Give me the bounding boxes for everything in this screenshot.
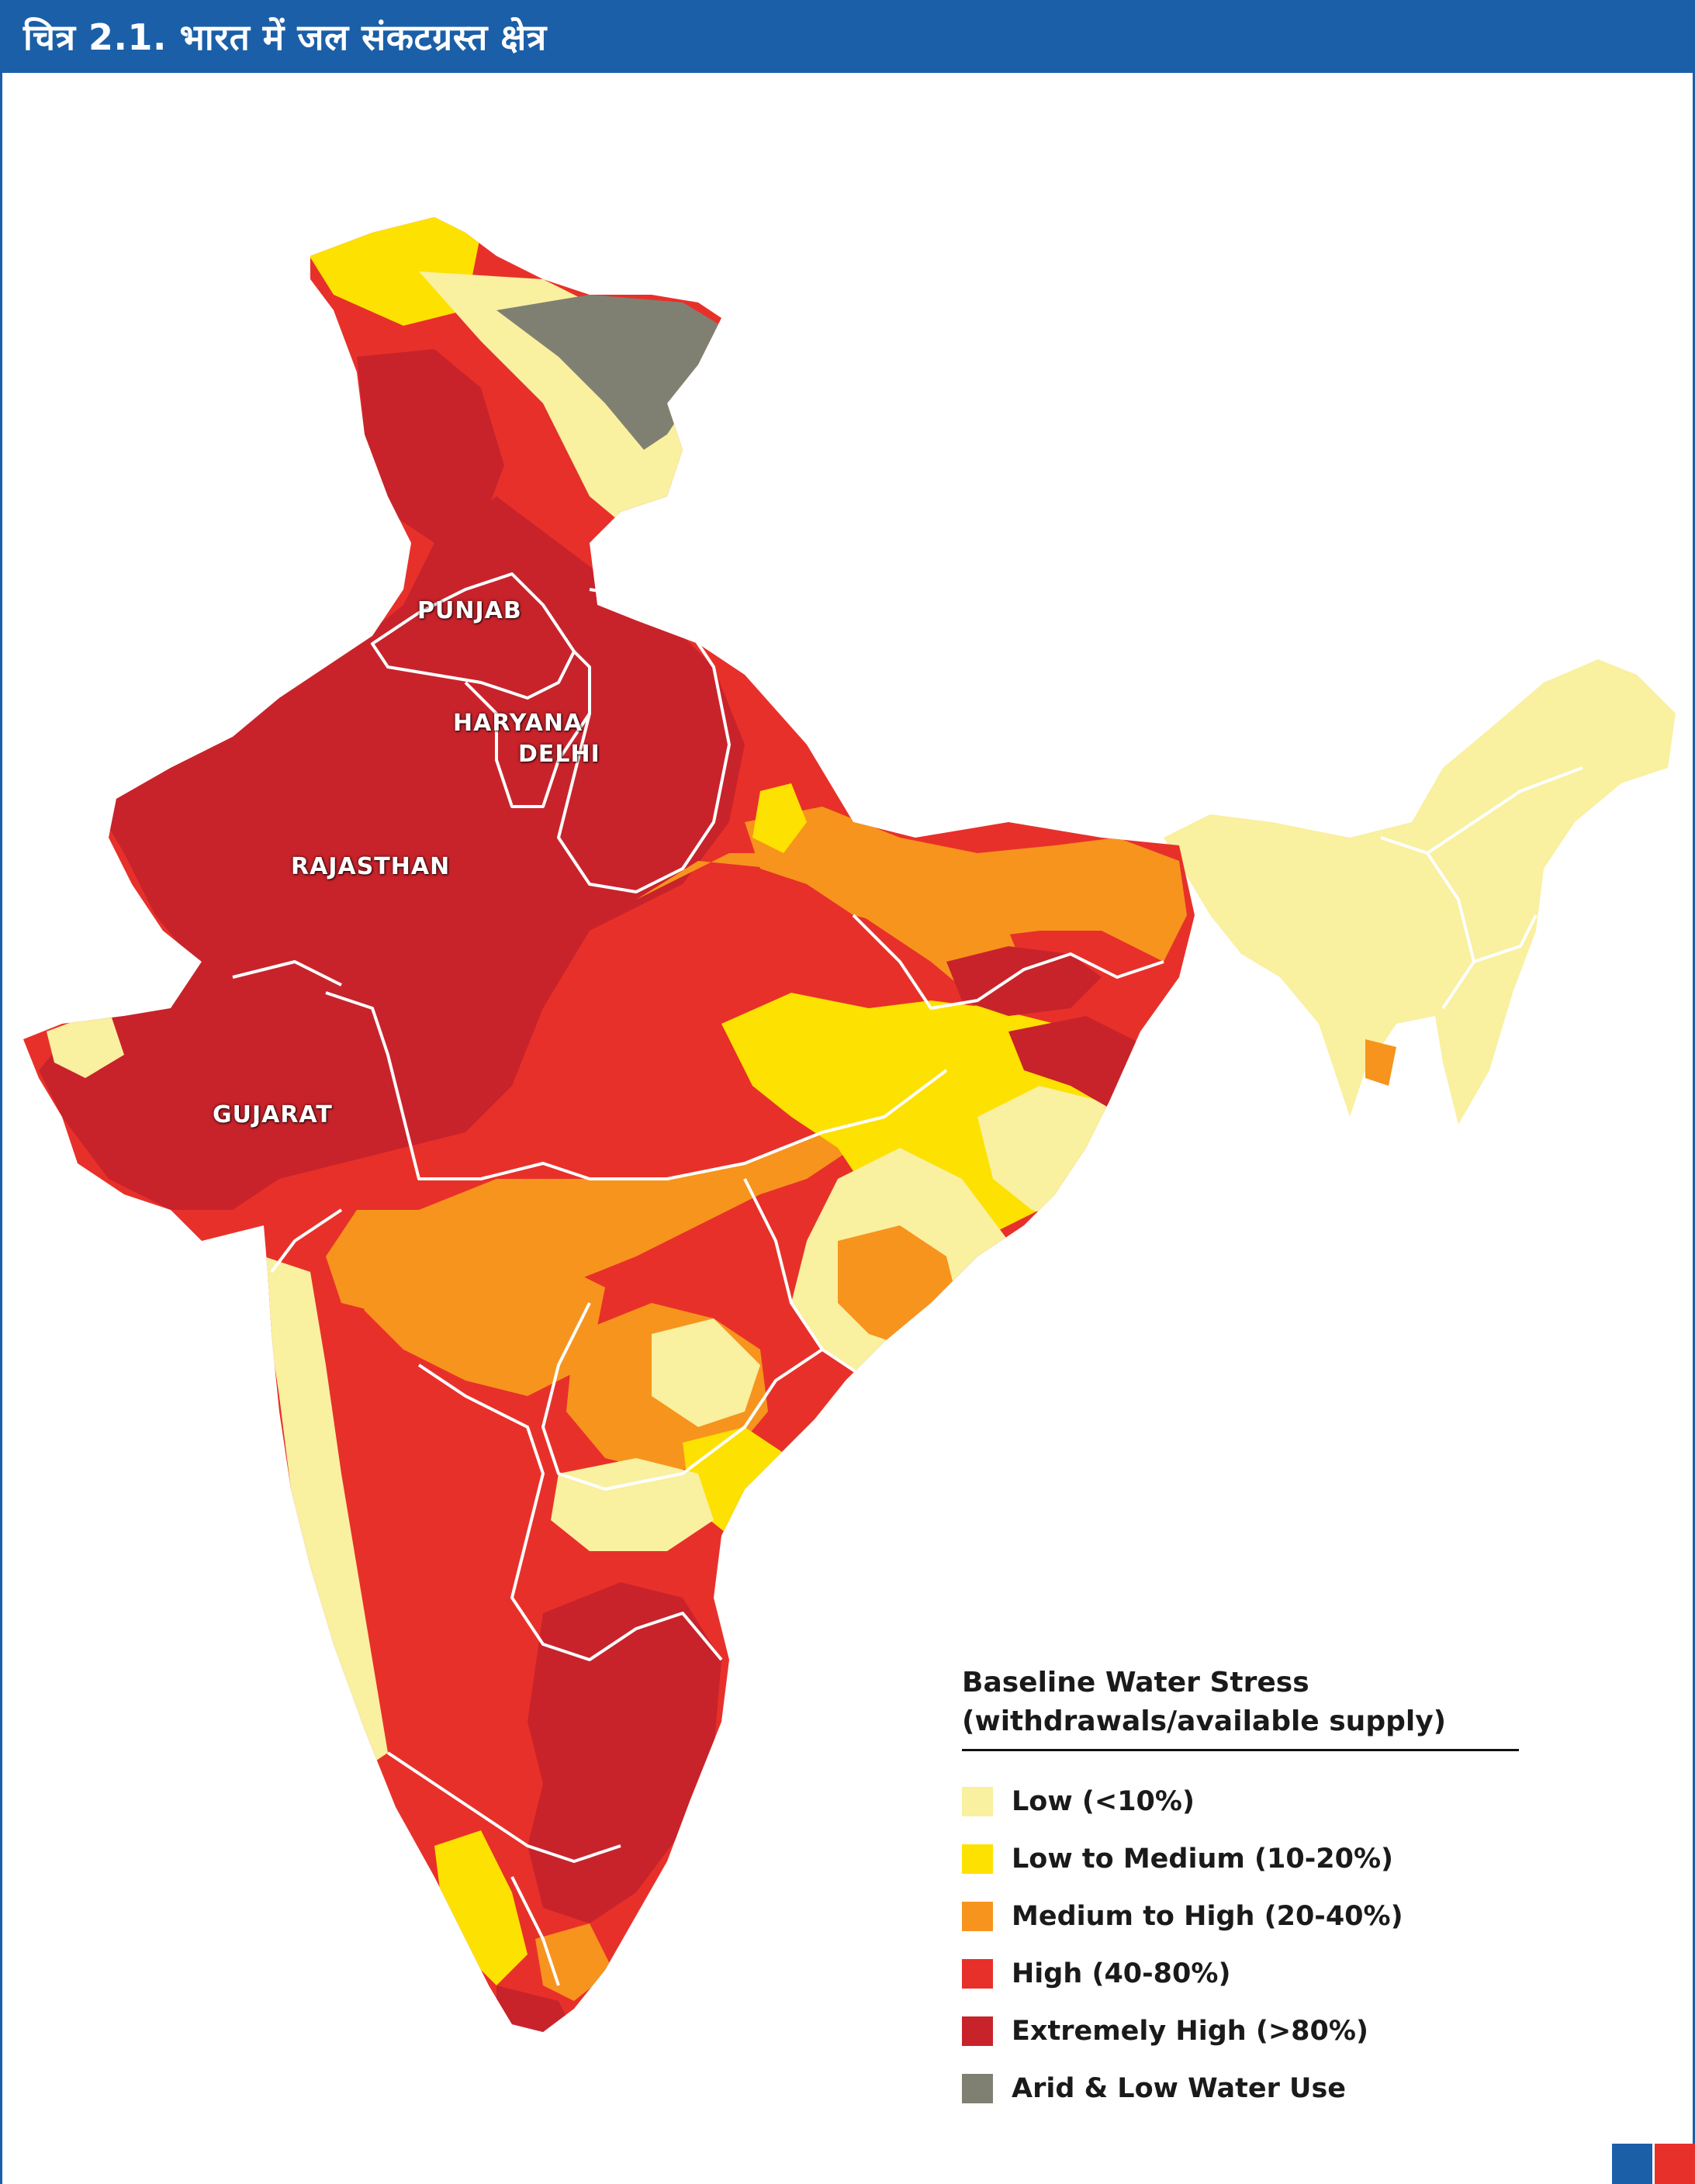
legend-title-line1: Baseline Water Stress [962, 1667, 1309, 1698]
legend-swatch [962, 1959, 993, 1989]
jk-extreme [357, 349, 504, 543]
legend-label: High (40-80%) [1012, 1958, 1231, 1989]
tripura-orange-patch [1365, 1039, 1396, 1086]
legend-swatch [962, 2016, 993, 2046]
state-boundaries [232, 572, 1164, 1986]
kerala-yellow [434, 1830, 528, 1985]
legend-item: Low to Medium (10-20%) [962, 1830, 1520, 1888]
corner-mark-red [1655, 2144, 1695, 2184]
figure-header: चित्र 2.1. भारत में जल संकटग्रस्त क्षेत्… [0, 0, 1695, 73]
label-gujarat: GUJARAT [213, 1101, 333, 1128]
figure-frame [0, 73, 1695, 2184]
legend-item: Medium to High (20-40%) [962, 1888, 1520, 1945]
northeast-region [1164, 659, 1676, 1125]
legend-label: Extremely High (>80%) [1012, 2016, 1368, 2047]
tip-extreme [496, 1985, 574, 2032]
legend-item: Extremely High (>80%) [962, 2003, 1520, 2060]
bihar-yellow [752, 783, 807, 853]
south-extreme [528, 1582, 721, 1923]
central-orange [326, 853, 1024, 1318]
east-orange [745, 807, 1187, 962]
arid-zone [496, 295, 721, 450]
legend-label: Arid & Low Water Use [1012, 2073, 1347, 2104]
corner-mark-blue [1612, 2144, 1652, 2184]
figure-title: चित्र 2.1. भारत में जल संकटग्रस्त क्षेत्… [23, 16, 547, 58]
legend-items: Low (<10%) Low to Medium (10-20%) Medium t… [962, 1773, 1520, 2117]
telangana-low [652, 1318, 760, 1427]
legend-label: Low (<10%) [1012, 1786, 1195, 1817]
legend-item: Low (<10%) [962, 1773, 1520, 1830]
label-haryana: HARYANA [453, 710, 583, 737]
legend-label: Low to Medium (10-20%) [1012, 1844, 1394, 1875]
northwest-extreme [39, 496, 745, 1210]
legend-item: Arid & Low Water Use [962, 2060, 1520, 2117]
legend-swatch [962, 1787, 993, 1816]
northeast-boundaries [1380, 766, 1583, 1010]
legend-title-line2: (withdrawals/available supply) [962, 1705, 1447, 1737]
legend-item: High (40-80%) [962, 1945, 1520, 2003]
legend-swatch [962, 1902, 993, 1931]
saurashtra-low [47, 1008, 124, 1078]
label-punjab: PUNJAB [417, 597, 522, 624]
label-rajasthan: RAJASTHAN [291, 853, 451, 880]
legend-divider [962, 1749, 1519, 1751]
legend-swatch [962, 1844, 993, 1874]
west-coast-low [264, 1256, 388, 1768]
deccan-low-band [551, 1458, 714, 1551]
legend-label: Medium to High (20-40%) [1012, 1901, 1403, 1932]
bengal-extreme [946, 946, 1102, 1016]
deccan-orange [341, 1241, 605, 1396]
label-delhi: DELHI [518, 741, 600, 768]
legend: Baseline Water Stress (withdrawals/avail… [962, 1664, 1520, 2117]
legend-swatch [962, 2074, 993, 2103]
tn-orange [535, 1923, 613, 2001]
